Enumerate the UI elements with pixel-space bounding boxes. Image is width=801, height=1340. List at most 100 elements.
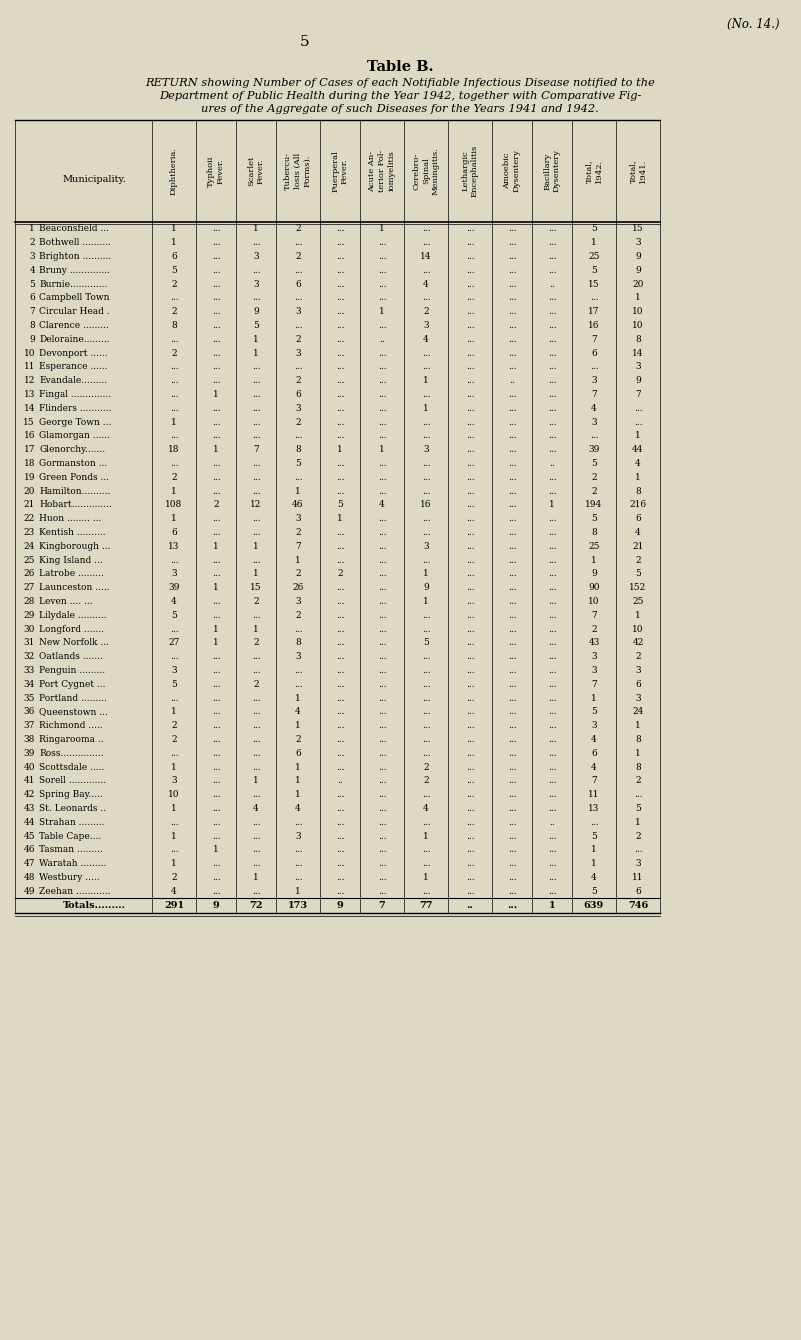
Text: ...: ... xyxy=(548,749,557,758)
Text: ...: ... xyxy=(465,418,474,426)
Text: ...: ... xyxy=(421,224,430,233)
Text: ...: ... xyxy=(508,528,517,537)
Text: 13: 13 xyxy=(588,804,600,813)
Text: ...: ... xyxy=(336,362,344,371)
Text: ...: ... xyxy=(211,749,220,758)
Text: ...: ... xyxy=(211,252,220,261)
Text: ...: ... xyxy=(211,348,220,358)
Text: ...: ... xyxy=(294,473,302,482)
Text: 1: 1 xyxy=(591,694,597,702)
Text: ...: ... xyxy=(548,473,557,482)
Text: 2: 2 xyxy=(296,611,301,620)
Text: ...: ... xyxy=(378,653,386,661)
Text: ures of the Aggregate of such Diseases for the Years 1941 and 1942.: ures of the Aggregate of such Diseases f… xyxy=(201,105,599,114)
Text: ...: ... xyxy=(378,570,386,579)
Text: Fingal ..............: Fingal .............. xyxy=(39,390,111,399)
Text: 1: 1 xyxy=(171,804,177,813)
Text: Ringarooma ..: Ringarooma .. xyxy=(39,736,103,744)
Text: ...: ... xyxy=(378,708,386,717)
Text: 3: 3 xyxy=(635,362,641,371)
Text: ...: ... xyxy=(465,403,474,413)
Text: ...: ... xyxy=(336,528,344,537)
Text: ...: ... xyxy=(421,556,430,564)
Text: 746: 746 xyxy=(628,900,648,910)
Text: ...: ... xyxy=(508,307,517,316)
Text: ...: ... xyxy=(378,431,386,441)
Text: ...: ... xyxy=(211,708,220,717)
Text: ...: ... xyxy=(252,749,260,758)
Text: 2: 2 xyxy=(635,653,641,661)
Text: ...: ... xyxy=(378,846,386,855)
Text: ...: ... xyxy=(252,390,260,399)
Text: ...: ... xyxy=(378,486,386,496)
Text: 2: 2 xyxy=(30,239,35,247)
Text: 34: 34 xyxy=(23,679,35,689)
Text: ...: ... xyxy=(508,460,517,468)
Text: ...: ... xyxy=(548,556,557,564)
Text: 1: 1 xyxy=(253,872,259,882)
Text: Longford .......: Longford ....... xyxy=(39,624,104,634)
Text: ...: ... xyxy=(590,431,598,441)
Text: ..: .. xyxy=(509,377,515,385)
Text: ...: ... xyxy=(508,846,517,855)
Text: 7: 7 xyxy=(591,611,597,620)
Text: ...: ... xyxy=(170,817,179,827)
Text: ...: ... xyxy=(336,473,344,482)
Text: ...: ... xyxy=(421,791,430,799)
Text: 1: 1 xyxy=(213,583,219,592)
Text: 16: 16 xyxy=(421,500,432,509)
Text: ...: ... xyxy=(378,776,386,785)
Text: ...: ... xyxy=(465,556,474,564)
Text: 8: 8 xyxy=(635,762,641,772)
Text: ...: ... xyxy=(211,887,220,896)
Text: ...: ... xyxy=(465,694,474,702)
Text: ...: ... xyxy=(336,418,344,426)
Text: ...: ... xyxy=(252,721,260,730)
Text: 2: 2 xyxy=(171,721,177,730)
Text: ...: ... xyxy=(465,611,474,620)
Text: 46: 46 xyxy=(292,500,304,509)
Text: ...: ... xyxy=(465,776,474,785)
Text: ...: ... xyxy=(211,804,220,813)
Text: ...: ... xyxy=(465,583,474,592)
Text: ...: ... xyxy=(508,265,517,275)
Text: 11: 11 xyxy=(588,791,600,799)
Text: ...: ... xyxy=(508,445,517,454)
Text: ...: ... xyxy=(211,859,220,868)
Text: ...: ... xyxy=(378,791,386,799)
Text: ...: ... xyxy=(508,418,517,426)
Text: Hamilton..........: Hamilton.......... xyxy=(39,486,111,496)
Text: ...: ... xyxy=(378,611,386,620)
Text: ...: ... xyxy=(465,624,474,634)
Text: ...: ... xyxy=(548,708,557,717)
Text: 6: 6 xyxy=(635,679,641,689)
Text: ...: ... xyxy=(252,486,260,496)
Text: 152: 152 xyxy=(630,583,646,592)
Text: 1: 1 xyxy=(635,473,641,482)
Text: 3: 3 xyxy=(635,666,641,675)
Text: ...: ... xyxy=(378,859,386,868)
Text: 3: 3 xyxy=(171,570,177,579)
Text: ...: ... xyxy=(336,403,344,413)
Text: 11: 11 xyxy=(632,872,644,882)
Text: ...: ... xyxy=(421,515,430,523)
Text: Scottsdale .....: Scottsdale ..... xyxy=(39,762,104,772)
Text: ...: ... xyxy=(548,666,557,675)
Text: ...: ... xyxy=(378,362,386,371)
Text: 5: 5 xyxy=(295,460,301,468)
Text: 5: 5 xyxy=(635,804,641,813)
Text: 10: 10 xyxy=(588,598,600,606)
Text: ...: ... xyxy=(465,791,474,799)
Text: Total,
1942.: Total, 1942. xyxy=(585,159,603,184)
Text: ...: ... xyxy=(252,473,260,482)
Text: 5: 5 xyxy=(591,460,597,468)
Text: ...: ... xyxy=(294,872,302,882)
Text: 2: 2 xyxy=(296,528,301,537)
Text: ...: ... xyxy=(465,817,474,827)
Text: ...: ... xyxy=(252,611,260,620)
Text: ...: ... xyxy=(548,335,557,344)
Text: ...: ... xyxy=(211,666,220,675)
Text: 291: 291 xyxy=(164,900,184,910)
Text: ...: ... xyxy=(170,362,179,371)
Text: ...: ... xyxy=(465,804,474,813)
